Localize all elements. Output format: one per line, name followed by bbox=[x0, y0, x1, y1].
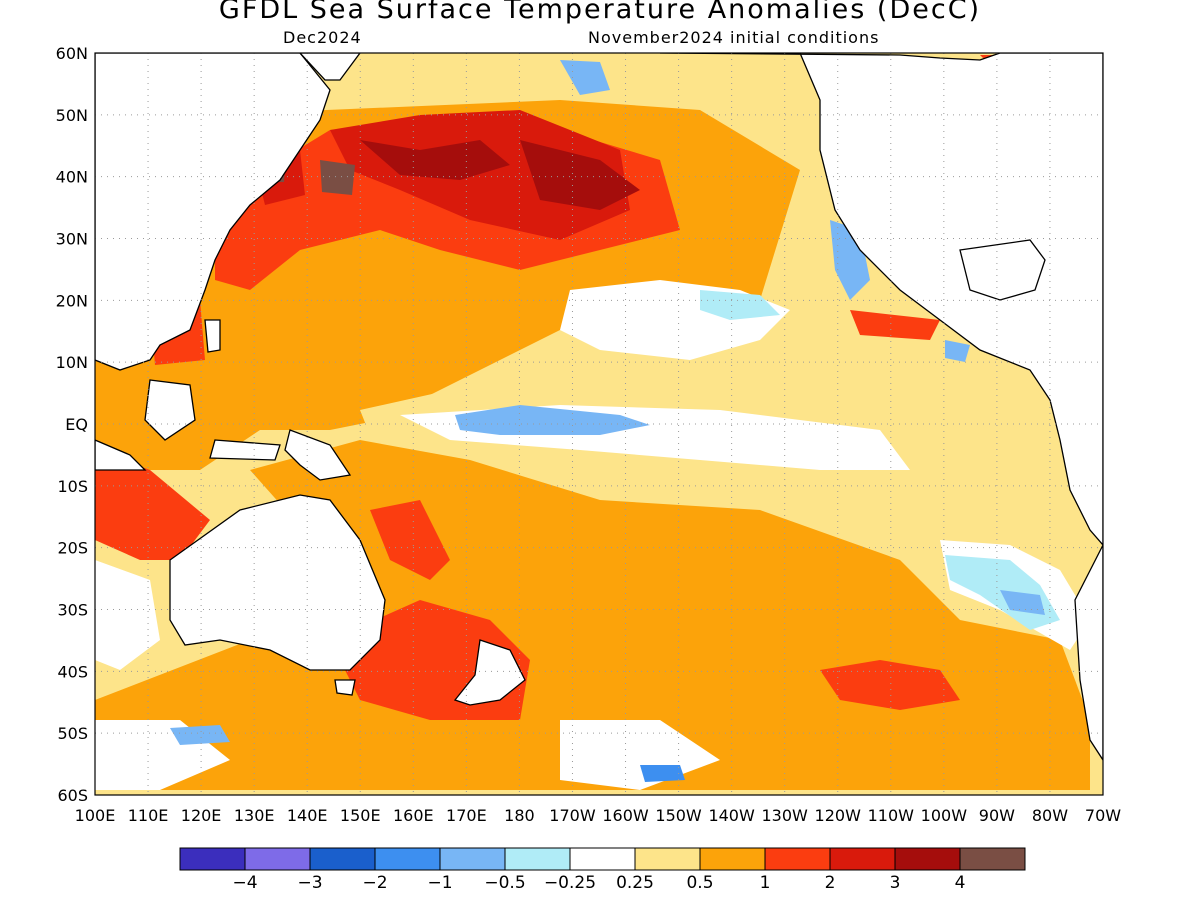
colorbar-swatch bbox=[569, 847, 636, 871]
colorbar-label: 0.25 bbox=[616, 873, 654, 893]
colorbar-swatch bbox=[309, 847, 376, 871]
lon-label: 170W bbox=[549, 806, 596, 825]
colorbar-swatch bbox=[504, 847, 571, 871]
colorbar-label: 0.5 bbox=[686, 873, 713, 893]
lon-label: 140E bbox=[287, 806, 328, 825]
lon-label: 140W bbox=[708, 806, 755, 825]
colorbar-swatch bbox=[699, 847, 766, 871]
lon-label: 100E bbox=[75, 806, 116, 825]
lon-label: 130E bbox=[234, 806, 275, 825]
colorbar-label: −0.25 bbox=[544, 873, 596, 893]
lat-label: 20N bbox=[56, 291, 88, 310]
longitude-labels: 100E 110E 120E 130E 140E 150E 160E 170E 180 170W 1… bbox=[75, 806, 1122, 825]
lon-label: 180 bbox=[504, 806, 535, 825]
graticule bbox=[95, 53, 1103, 795]
lat-label: 40S bbox=[57, 662, 88, 681]
lon-label: 90W bbox=[979, 806, 1015, 825]
lon-label: 130W bbox=[762, 806, 809, 825]
continents bbox=[95, 53, 1103, 762]
colorbar-swatch bbox=[374, 847, 441, 871]
lon-label: 160W bbox=[602, 806, 649, 825]
latitude-labels: 60N 50N 40N 30N 20N 10N EQ 10S 20S 30S 40S 50S 60S bbox=[56, 44, 88, 805]
lat-label: 50N bbox=[56, 106, 88, 125]
colorbar-swatch bbox=[244, 847, 311, 871]
lon-label: 120W bbox=[815, 806, 862, 825]
plot-frame bbox=[94, 52, 1104, 796]
initial-conditions: November2024 initial conditions bbox=[588, 28, 880, 47]
colorbar-label: 4 bbox=[955, 873, 966, 893]
lon-label: 160E bbox=[393, 806, 434, 825]
lon-label: 110E bbox=[128, 806, 169, 825]
lat-label: 10N bbox=[56, 353, 88, 372]
lat-label: EQ bbox=[65, 415, 88, 434]
map-title: GFDL Sea Surface Temperature Anomalies (… bbox=[218, 0, 982, 25]
lon-label: 150E bbox=[340, 806, 381, 825]
colorbar-swatch bbox=[764, 847, 831, 871]
forecast-month: Dec2024 bbox=[283, 28, 362, 47]
lon-label: 110W bbox=[868, 806, 915, 825]
colorbar-label: −0.5 bbox=[484, 873, 525, 893]
lon-label: 80W bbox=[1032, 806, 1068, 825]
colorbar-swatch bbox=[894, 847, 961, 871]
lat-label: 30S bbox=[57, 601, 88, 620]
colorbar-swatch bbox=[634, 847, 701, 871]
lat-label: 50S bbox=[57, 724, 88, 743]
lon-label: 120E bbox=[181, 806, 222, 825]
colorbar-legend: −4 −3 −2 −1 −0.5 −0.25 0.25 0.5 1 2 3 4 bbox=[179, 847, 1026, 893]
colorbar-label: 1 bbox=[760, 873, 771, 893]
colorbar-label: −1 bbox=[427, 873, 452, 893]
lat-label: 30N bbox=[56, 230, 88, 249]
lat-label: 10S bbox=[57, 477, 88, 496]
colorbar-swatch bbox=[179, 847, 246, 871]
colorbar-label: −4 bbox=[232, 873, 257, 893]
lat-label: 60N bbox=[56, 44, 88, 63]
lon-label: 170E bbox=[446, 806, 487, 825]
colorbar-swatch bbox=[829, 847, 896, 871]
colorbar-label: 3 bbox=[890, 873, 901, 893]
colorbar-swatch bbox=[439, 847, 506, 871]
lat-label: 60S bbox=[57, 786, 88, 805]
lon-label: 150W bbox=[655, 806, 702, 825]
lat-label: 20S bbox=[57, 539, 88, 558]
lat-label: 40N bbox=[56, 168, 88, 187]
colorbar-label: −3 bbox=[297, 873, 322, 893]
lon-label: 100W bbox=[921, 806, 968, 825]
colorbar-swatch bbox=[959, 847, 1026, 871]
lon-label: 70W bbox=[1085, 806, 1121, 825]
colorbar-label: 2 bbox=[825, 873, 836, 893]
colorbar-label: −2 bbox=[362, 873, 387, 893]
